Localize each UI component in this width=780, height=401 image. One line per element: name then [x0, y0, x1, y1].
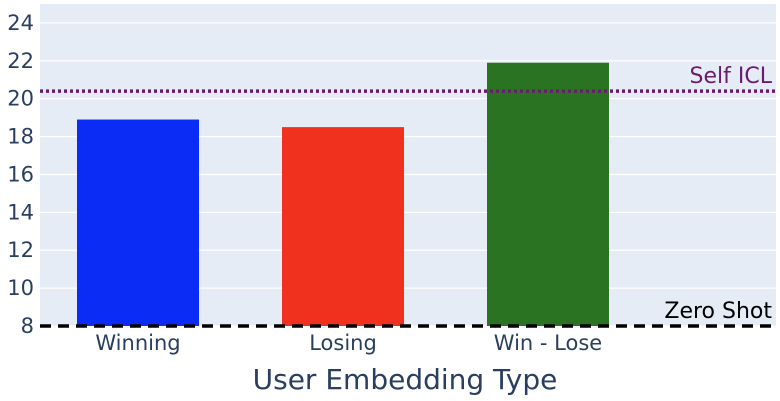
y-tick-label: 10	[7, 276, 34, 300]
reference-line-label: Zero Shot	[664, 299, 772, 324]
reference-lines: Self ICL Zero Shot	[40, 64, 776, 328]
y-tick-label: 24	[7, 11, 34, 35]
bars	[77, 62, 609, 327]
x-tick-labels: Winning Losing Win - Lose	[95, 331, 602, 355]
y-tick-label: 16	[7, 162, 34, 186]
reference-line-label: Self ICL	[690, 64, 773, 89]
y-tick-label: 22	[7, 49, 34, 73]
y-tick-label: 18	[7, 125, 34, 149]
y-tick-labels: 8 10 12 14 16 18 20 22 24	[7, 11, 34, 338]
y-tick-label: 20	[7, 87, 34, 111]
y-tick-label: 14	[7, 200, 34, 224]
y-tick-label: 12	[7, 238, 34, 262]
bar	[487, 62, 609, 326]
x-tick-label: Win - Lose	[494, 331, 602, 355]
y-tick-label: 8	[21, 314, 34, 338]
bar	[282, 127, 404, 326]
bar	[77, 119, 199, 327]
x-tick-label: Winning	[95, 331, 180, 355]
x-axis-title: User Embedding Type	[253, 363, 558, 396]
x-tick-label: Losing	[309, 331, 377, 355]
